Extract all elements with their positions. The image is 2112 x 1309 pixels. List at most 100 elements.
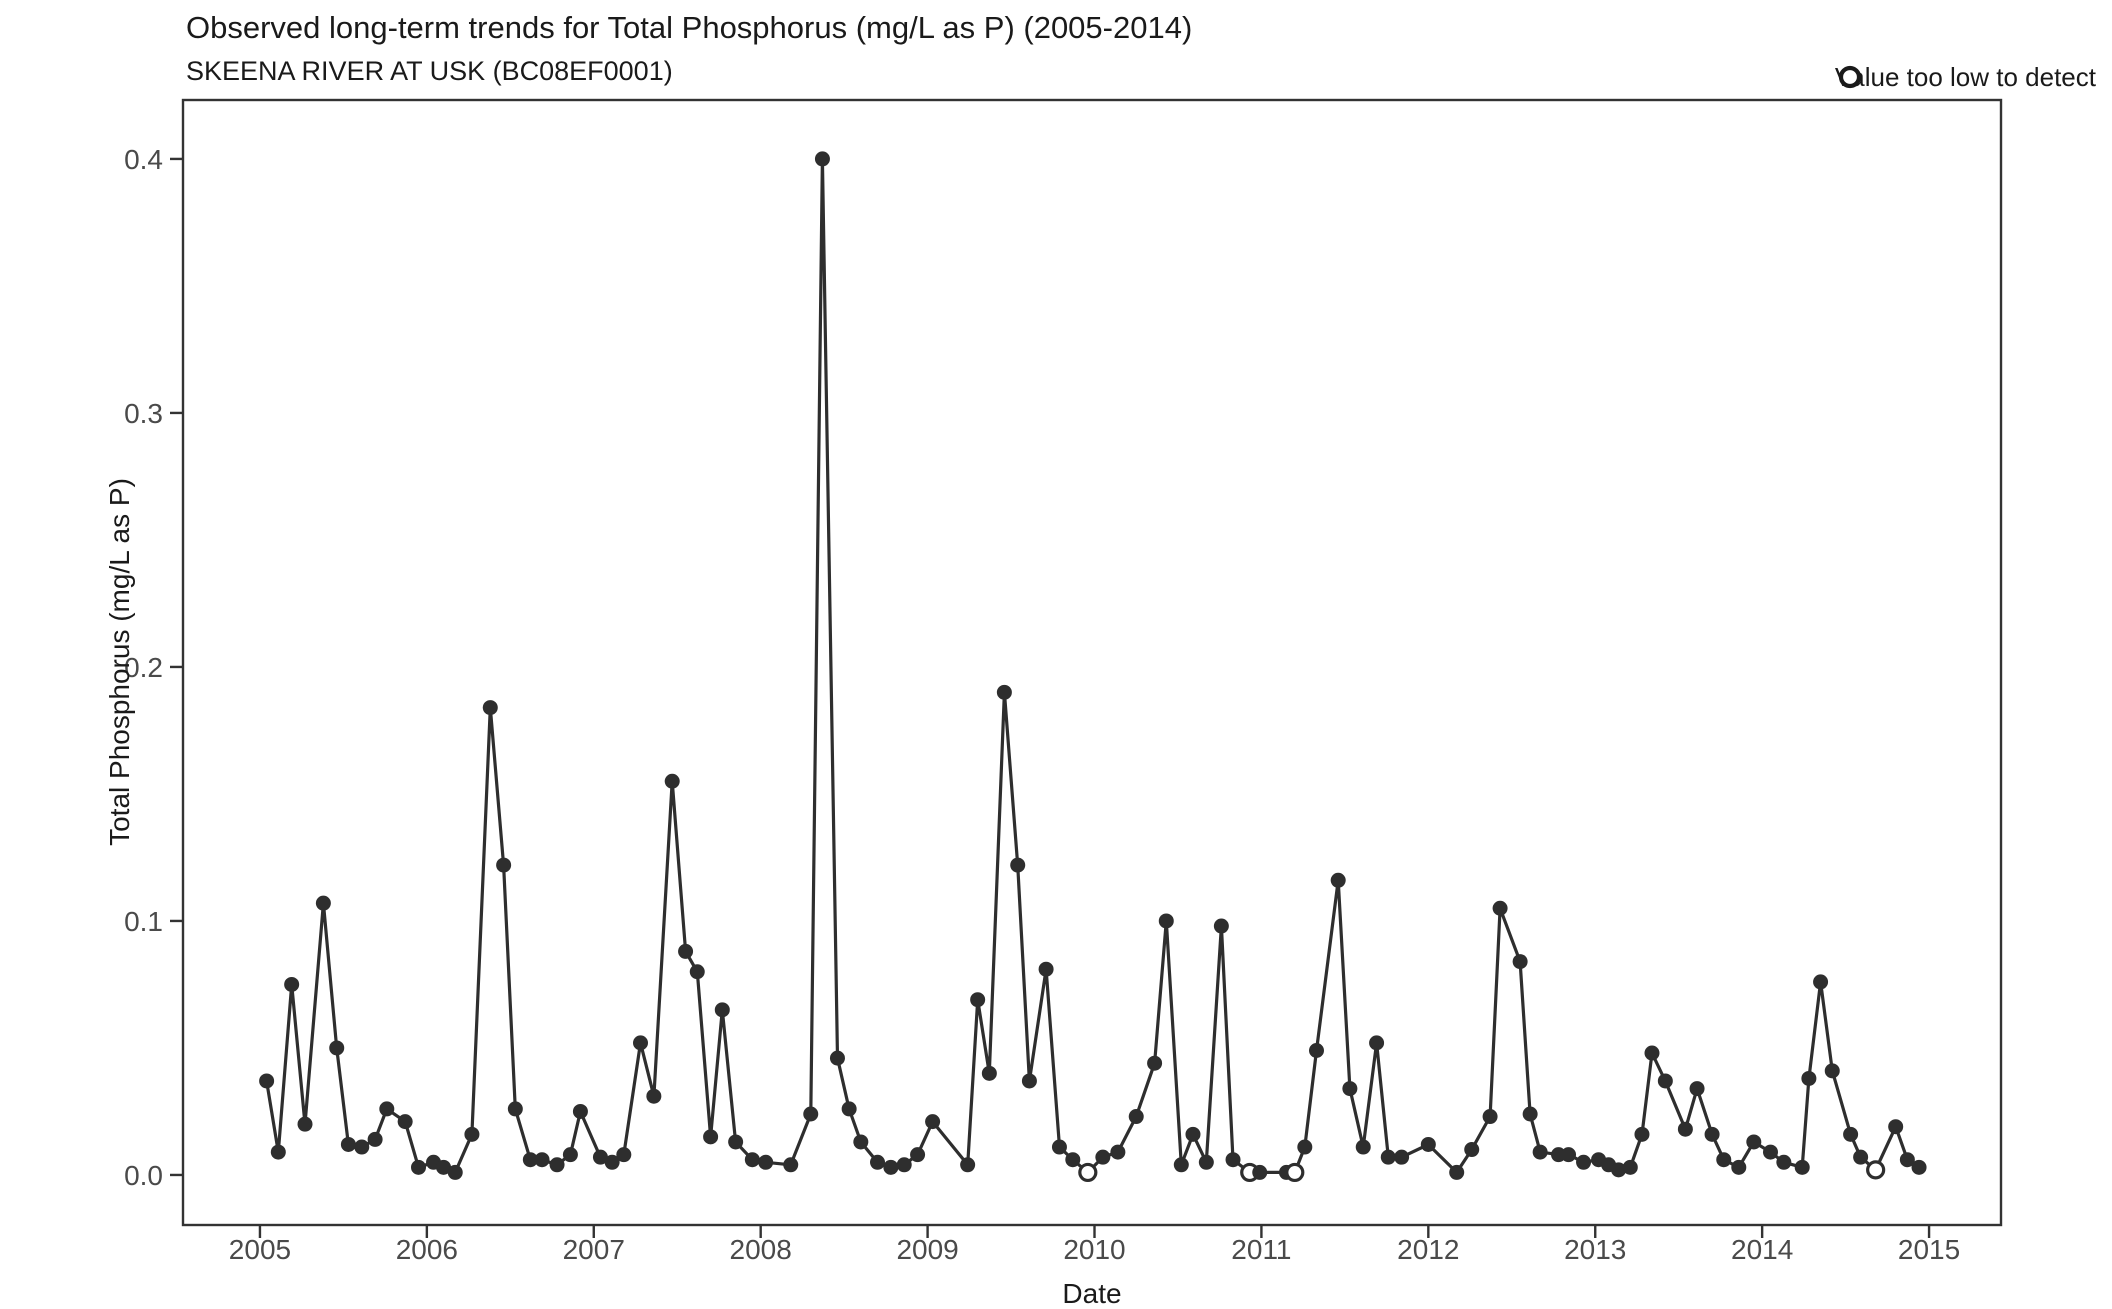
data-point bbox=[783, 1157, 799, 1173]
data-point bbox=[1704, 1126, 1720, 1142]
data-point bbox=[1746, 1134, 1762, 1150]
nondetect-point bbox=[1866, 1160, 1886, 1180]
data-point bbox=[329, 1040, 345, 1056]
data-point bbox=[1689, 1081, 1705, 1097]
data-point bbox=[1843, 1126, 1859, 1142]
data-point bbox=[1394, 1149, 1410, 1165]
page-subtitle: SKEENA RIVER AT USK (BC08EF0001) bbox=[186, 56, 673, 86]
data-line bbox=[265, 157, 1921, 1175]
x-tick-label: 2012 bbox=[1397, 1234, 1459, 1265]
data-point bbox=[1021, 1073, 1037, 1089]
data-point bbox=[1010, 857, 1026, 873]
x-tick-label: 2006 bbox=[396, 1234, 458, 1265]
data-point bbox=[1512, 954, 1528, 970]
data-point bbox=[1622, 1159, 1638, 1175]
data-point bbox=[1731, 1159, 1747, 1175]
data-point bbox=[1420, 1136, 1436, 1152]
data-point bbox=[1464, 1142, 1480, 1158]
data-point bbox=[616, 1147, 632, 1163]
x-tick-label: 2009 bbox=[896, 1234, 958, 1265]
plot-panel-border bbox=[181, 98, 2003, 1227]
data-point bbox=[996, 684, 1012, 700]
data-point bbox=[1911, 1159, 1927, 1175]
data-point bbox=[447, 1164, 463, 1180]
data-point bbox=[354, 1139, 370, 1155]
data-point bbox=[1308, 1042, 1324, 1058]
data-point bbox=[1801, 1070, 1817, 1086]
legend-label: Value too low to detect bbox=[1834, 62, 2096, 92]
data-point bbox=[592, 1149, 608, 1165]
data-point bbox=[1110, 1144, 1126, 1160]
data-point bbox=[297, 1116, 313, 1132]
data-point bbox=[646, 1088, 662, 1104]
data-point bbox=[896, 1157, 912, 1173]
data-point bbox=[1853, 1149, 1869, 1165]
data-point bbox=[259, 1073, 275, 1089]
x-axis-title: Date bbox=[1062, 1278, 1122, 1309]
nondetect-point bbox=[1285, 1162, 1305, 1183]
data-point bbox=[970, 992, 986, 1008]
x-tick-label: 2015 bbox=[1898, 1234, 1960, 1265]
data-point bbox=[1482, 1109, 1498, 1125]
legend-open-circle-icon bbox=[1838, 65, 1861, 89]
x-tick-label: 2011 bbox=[1231, 1234, 1291, 1265]
data-point bbox=[507, 1101, 523, 1117]
data-point bbox=[397, 1114, 413, 1130]
data-point bbox=[379, 1101, 395, 1117]
data-point bbox=[1330, 872, 1346, 888]
x-tick-label: 2010 bbox=[1063, 1234, 1125, 1265]
data-point bbox=[728, 1134, 744, 1150]
data-point bbox=[1532, 1144, 1548, 1160]
data-point bbox=[853, 1134, 869, 1150]
data-point bbox=[1342, 1081, 1358, 1097]
y-axis-title: Total Phosphorus (mg/L as P) bbox=[104, 478, 135, 846]
y-tick-label: 0.0 bbox=[124, 1160, 163, 1191]
data-point bbox=[841, 1101, 857, 1117]
data-point bbox=[803, 1106, 819, 1122]
x-tick-label: 2005 bbox=[229, 1234, 291, 1265]
data-point bbox=[1213, 918, 1229, 934]
data-point bbox=[910, 1147, 926, 1163]
nondetect-point bbox=[1078, 1162, 1098, 1183]
data-point bbox=[870, 1154, 886, 1170]
y-tick-label: 0.4 bbox=[124, 144, 163, 175]
data-point bbox=[960, 1157, 976, 1173]
page-title: Observed long-term trends for Total Phos… bbox=[186, 10, 1193, 45]
data-point bbox=[1369, 1035, 1385, 1051]
x-tick-label: 2007 bbox=[563, 1234, 625, 1265]
data-point bbox=[714, 1002, 730, 1018]
data-point bbox=[284, 976, 300, 992]
data-point bbox=[1794, 1159, 1810, 1175]
data-point bbox=[1576, 1154, 1592, 1170]
data-point bbox=[925, 1114, 941, 1130]
data-point bbox=[1225, 1152, 1241, 1168]
data-point bbox=[1449, 1164, 1465, 1180]
data-point bbox=[1762, 1144, 1778, 1160]
x-tick-label: 2014 bbox=[1731, 1234, 1793, 1265]
data-point bbox=[340, 1136, 356, 1152]
data-point bbox=[1198, 1154, 1214, 1170]
data-point bbox=[1644, 1045, 1660, 1061]
data-point bbox=[534, 1152, 550, 1168]
data-point bbox=[1899, 1152, 1915, 1168]
data-point bbox=[1716, 1152, 1732, 1168]
data-point bbox=[829, 1050, 845, 1066]
data-point bbox=[1297, 1139, 1313, 1155]
data-point bbox=[604, 1154, 620, 1170]
data-point bbox=[1657, 1073, 1673, 1089]
y-tick-label: 0.2 bbox=[124, 652, 163, 683]
data-point bbox=[883, 1159, 899, 1175]
data-point bbox=[436, 1159, 452, 1175]
data-point bbox=[678, 943, 694, 959]
data-point bbox=[1173, 1157, 1189, 1173]
data-point bbox=[1561, 1147, 1577, 1163]
data-point bbox=[1888, 1119, 1904, 1135]
data-point bbox=[981, 1065, 997, 1081]
data-point bbox=[1095, 1149, 1111, 1165]
data-point bbox=[411, 1159, 427, 1175]
data-point bbox=[1492, 900, 1508, 916]
data-point bbox=[270, 1144, 286, 1160]
data-point bbox=[1252, 1164, 1268, 1180]
